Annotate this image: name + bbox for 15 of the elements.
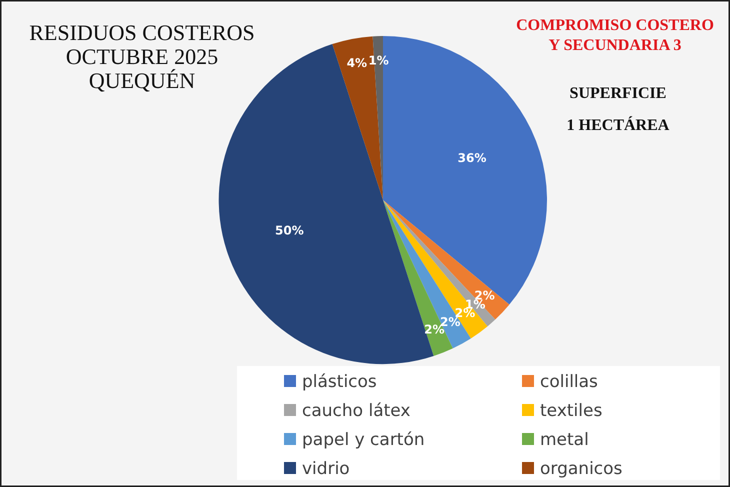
data-label: 36% xyxy=(458,151,486,166)
legend-label: textiles xyxy=(540,401,602,421)
legend-label: colillas xyxy=(540,372,598,392)
data-label: 4% xyxy=(346,56,368,70)
legend-label: papel y cartón xyxy=(302,430,425,450)
text: 1 HECTÁREA xyxy=(566,116,670,134)
chart-title: RESIDUOS COSTEROS OCTUBRE 2025 QUEQUÉN xyxy=(29,20,255,93)
chart-subtitle: COMPROMISO COSTERO Y SECUNDARIA 3 xyxy=(516,17,714,54)
legend-label: organicos xyxy=(540,459,623,479)
legend-label: vidrio xyxy=(302,459,350,479)
legend-label: metal xyxy=(540,430,589,450)
legend-label: plásticos xyxy=(302,372,377,392)
legend-label: caucho látex xyxy=(302,401,410,421)
data-label: 50% xyxy=(275,223,304,238)
text: SUPERFICIE xyxy=(570,85,666,102)
